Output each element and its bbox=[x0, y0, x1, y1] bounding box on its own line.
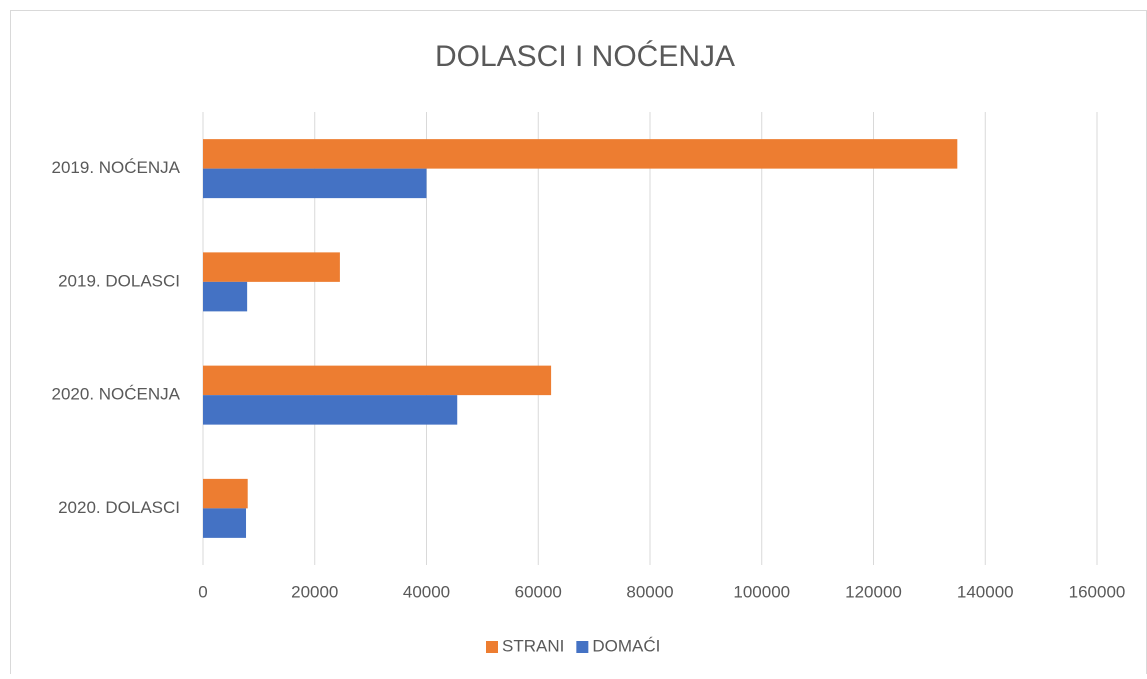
x-tick-label: 80000 bbox=[626, 582, 673, 601]
y-tick-label: 2020. NOĆENJA bbox=[52, 385, 181, 404]
bar bbox=[203, 168, 427, 199]
bar bbox=[203, 281, 248, 312]
bar bbox=[203, 365, 552, 396]
x-tick-label: 60000 bbox=[515, 582, 562, 601]
bar bbox=[203, 478, 248, 509]
x-tick-label: 100000 bbox=[733, 582, 790, 601]
chart-title: DOLASCI I NOĆENJA bbox=[435, 40, 735, 73]
bar bbox=[203, 139, 958, 169]
x-tick-label: 120000 bbox=[845, 582, 902, 601]
y-tick-label: 2019. NOĆENJA bbox=[52, 158, 181, 177]
x-tick-label: 160000 bbox=[1069, 582, 1126, 601]
bar bbox=[203, 395, 458, 425]
bar bbox=[203, 252, 340, 282]
y-tick-label: 2020. DOLASCI bbox=[58, 498, 180, 517]
x-tick-label: 40000 bbox=[403, 582, 450, 601]
chart-frame bbox=[10, 10, 1147, 679]
legend-swatch bbox=[576, 641, 589, 653]
x-tick-label: 20000 bbox=[291, 582, 338, 601]
x-tick-label: 140000 bbox=[957, 582, 1014, 601]
y-tick-label: 2019. DOLASCI bbox=[58, 271, 180, 290]
legend-label: STRANI bbox=[502, 636, 564, 655]
x-tick-label: 0 bbox=[198, 582, 207, 601]
bar bbox=[203, 508, 247, 538]
legend-label: DOMAĆI bbox=[592, 636, 660, 655]
legend-swatch bbox=[486, 641, 498, 653]
